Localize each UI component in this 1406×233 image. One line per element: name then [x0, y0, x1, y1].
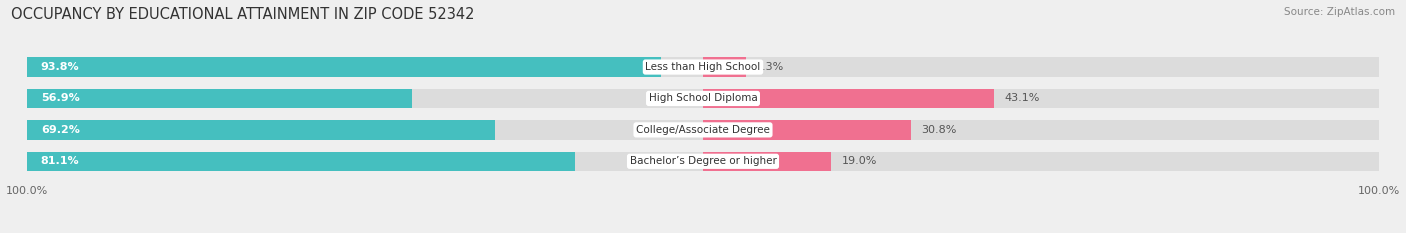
Bar [703, 57, 745, 77]
Text: 30.8%: 30.8% [921, 125, 956, 135]
Bar [27, 152, 703, 171]
Bar [703, 152, 1379, 171]
Bar [27, 57, 661, 77]
Bar [703, 120, 911, 140]
Bar [27, 120, 495, 140]
Text: 19.0%: 19.0% [842, 156, 877, 166]
Text: 6.3%: 6.3% [755, 62, 785, 72]
Text: Source: ZipAtlas.com: Source: ZipAtlas.com [1284, 7, 1395, 17]
Text: High School Diploma: High School Diploma [648, 93, 758, 103]
Text: 43.1%: 43.1% [1004, 93, 1039, 103]
Text: 69.2%: 69.2% [41, 125, 80, 135]
Bar [703, 152, 831, 171]
Text: Less than High School: Less than High School [645, 62, 761, 72]
Text: Bachelor’s Degree or higher: Bachelor’s Degree or higher [630, 156, 776, 166]
Text: College/Associate Degree: College/Associate Degree [636, 125, 770, 135]
Bar [27, 120, 703, 140]
Text: 56.9%: 56.9% [41, 93, 80, 103]
Text: 81.1%: 81.1% [41, 156, 80, 166]
Bar [27, 152, 575, 171]
Bar [703, 89, 1379, 108]
Bar [27, 89, 412, 108]
Bar [27, 57, 703, 77]
Bar [703, 89, 994, 108]
Bar [703, 120, 1379, 140]
Bar [703, 57, 1379, 77]
Text: 93.8%: 93.8% [41, 62, 80, 72]
Bar [27, 89, 703, 108]
Text: OCCUPANCY BY EDUCATIONAL ATTAINMENT IN ZIP CODE 52342: OCCUPANCY BY EDUCATIONAL ATTAINMENT IN Z… [11, 7, 475, 22]
